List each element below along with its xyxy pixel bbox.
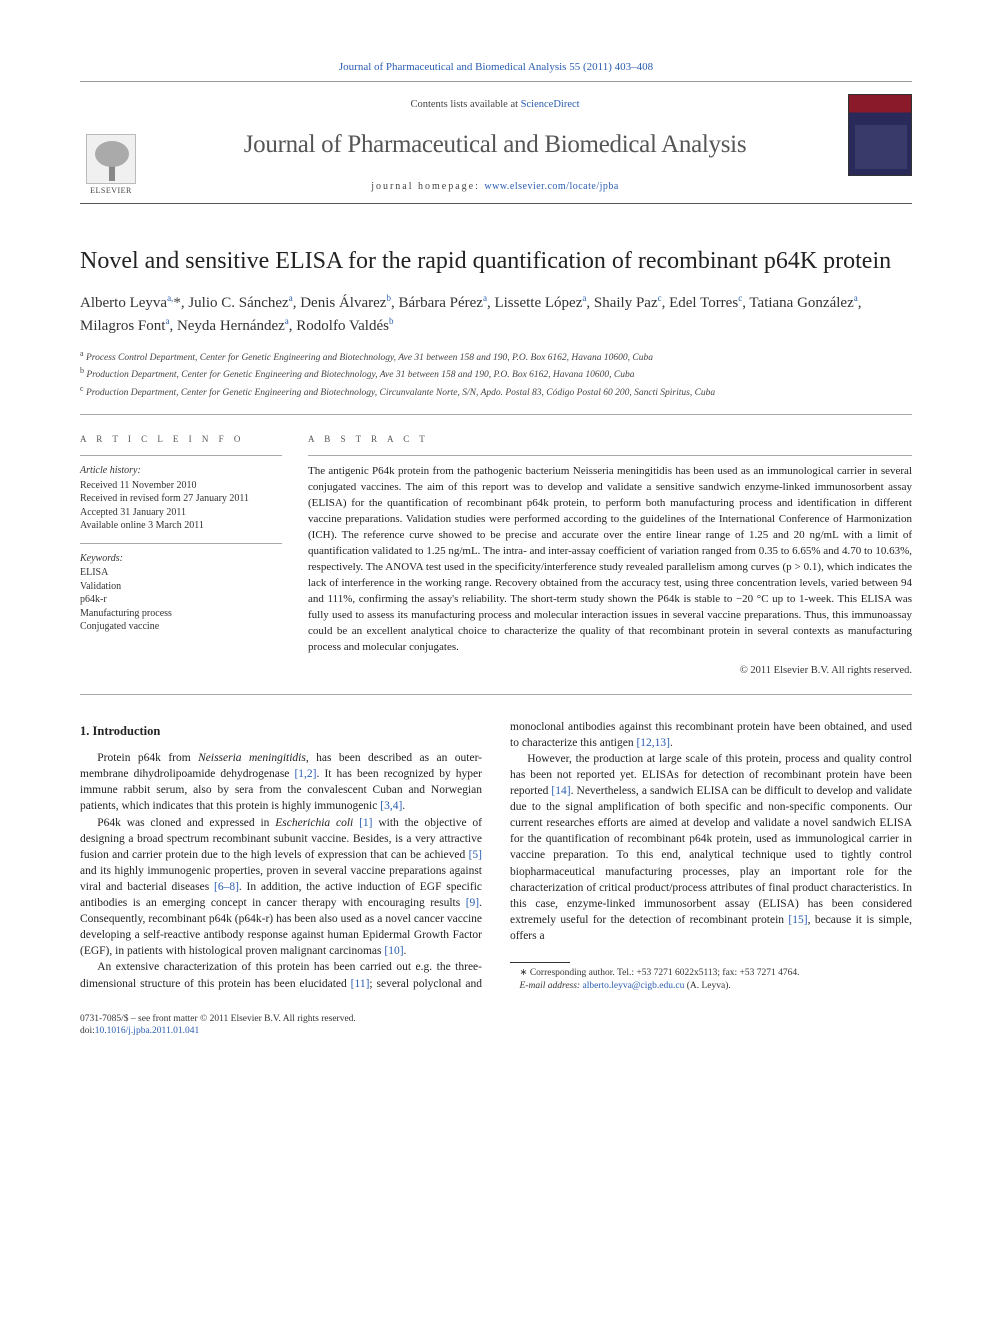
body-columns: 1. Introduction Protein p64k from Neisse… xyxy=(80,719,912,993)
text: . xyxy=(404,945,407,957)
history-revised: Received in revised form 27 January 2011 xyxy=(80,492,282,506)
keyword-item: Validation xyxy=(80,580,282,594)
text: . xyxy=(670,737,673,749)
ref-link[interactable]: [3,4] xyxy=(380,800,402,812)
keyword-item: ELISA xyxy=(80,566,282,580)
sciencedirect-link[interactable]: ScienceDirect xyxy=(521,99,580,110)
article-title: Novel and sensitive ELISA for the rapid … xyxy=(80,246,912,276)
section-heading: 1. Introduction xyxy=(80,723,482,741)
keyword-item: p64k-r xyxy=(80,593,282,607)
abstract-label: a b s t r a c t xyxy=(308,433,912,445)
ref-link[interactable]: [5] xyxy=(469,849,482,861)
homepage-link[interactable]: www.elsevier.com/locate/jpba xyxy=(484,181,618,192)
keyword-item: Conjugated vaccine xyxy=(80,620,282,634)
species-name: Neisseria meningitidis xyxy=(198,752,306,764)
journal-cover-thumb xyxy=(848,94,912,176)
elsevier-tree-icon xyxy=(86,134,136,184)
ref-link[interactable]: [15] xyxy=(788,914,807,926)
body-para: Protein p64k from Neisseria meningitidis… xyxy=(80,750,482,814)
species-name: Escherichia coli xyxy=(275,817,353,829)
body-para: However, the production at large scale o… xyxy=(510,751,912,944)
affil-c-text: Production Department, Center for Geneti… xyxy=(86,388,715,398)
article-info: a r t i c l e i n f o Article history: R… xyxy=(80,433,282,678)
affiliations: a Process Control Department, Center for… xyxy=(80,348,912,415)
affil-a-text: Process Control Department, Center for G… xyxy=(86,353,653,363)
ref-link[interactable]: [10] xyxy=(384,945,403,957)
history-accepted: Accepted 31 January 2011 xyxy=(80,506,282,520)
body-para: P64k was cloned and expressed in Escheri… xyxy=(80,815,482,960)
footnote-rule xyxy=(510,962,570,963)
author-list: Alberto Leyvaa,*, Julio C. Sáncheza, Den… xyxy=(80,292,912,338)
text: . Nevertheless, a sandwich ELISA can be … xyxy=(510,785,912,926)
footnote-line1: Corresponding author. Tel.: +53 7271 602… xyxy=(527,968,799,978)
contents-line: Contents lists available at ScienceDirec… xyxy=(152,98,838,112)
corresponding-footnote: ∗ Corresponding author. Tel.: +53 7271 6… xyxy=(510,967,912,980)
ref-link[interactable]: [1] xyxy=(359,817,372,829)
contents-prefix: Contents lists available at xyxy=(410,99,520,110)
abstract-copyright: © 2011 Elsevier B.V. All rights reserved… xyxy=(308,664,912,678)
masthead-center: Contents lists available at ScienceDirec… xyxy=(152,94,838,203)
ref-link[interactable]: [14] xyxy=(551,785,570,797)
abstract: a b s t r a c t The antigenic P64k prote… xyxy=(308,433,912,678)
publisher-word: ELSEVIER xyxy=(90,186,132,197)
homepage-prefix: journal homepage: xyxy=(371,181,484,192)
affil-a: a Process Control Department, Center for… xyxy=(80,348,912,365)
footnote-email: E-mail address: alberto.leyva@cigb.edu.c… xyxy=(510,980,912,993)
doi-link[interactable]: 10.1016/j.jpba.2011.01.041 xyxy=(95,1026,199,1036)
history-received: Received 11 November 2010 xyxy=(80,479,282,493)
keywords-head: Keywords: xyxy=(80,552,282,566)
top-citation: Journal of Pharmaceutical and Biomedical… xyxy=(80,60,912,82)
history-head: Article history: xyxy=(80,464,282,478)
ref-link[interactable]: [11] xyxy=(351,978,370,990)
email-tail: (A. Leyva). xyxy=(684,981,730,991)
info-grid: a r t i c l e i n f o Article history: R… xyxy=(80,415,912,695)
ref-link[interactable]: [9] xyxy=(466,897,479,909)
email-link[interactable]: alberto.leyva@cigb.edu.cu xyxy=(582,981,684,991)
ref-link[interactable]: [12,13] xyxy=(636,737,670,749)
journal-name: Journal of Pharmaceutical and Biomedical… xyxy=(152,128,838,162)
text: P64k was cloned and expressed in xyxy=(97,817,275,829)
text: . xyxy=(402,800,405,812)
article-info-label: a r t i c l e i n f o xyxy=(80,433,282,445)
doi-line: doi:10.1016/j.jpba.2011.01.041 xyxy=(80,1025,912,1038)
doi-label: doi: xyxy=(80,1026,95,1036)
history-online: Available online 3 March 2011 xyxy=(80,519,282,533)
ref-link[interactable]: [6–8] xyxy=(214,881,239,893)
keyword-item: Manufacturing process xyxy=(80,607,282,621)
publisher-logo: ELSEVIER xyxy=(80,94,142,203)
affil-c: c Production Department, Center for Gene… xyxy=(80,383,912,400)
masthead: ELSEVIER Contents lists available at Sci… xyxy=(80,86,912,204)
abstract-text: The antigenic P64k protein from the path… xyxy=(308,464,912,655)
affil-b-text: Production Department, Center for Geneti… xyxy=(86,370,634,380)
issn-line: 0731-7085/$ – see front matter © 2011 El… xyxy=(80,1013,912,1026)
ref-link[interactable]: [1,2] xyxy=(294,768,316,780)
affil-b: b Production Department, Center for Gene… xyxy=(80,365,912,382)
email-label: E-mail address: xyxy=(520,981,583,991)
homepage-line: journal homepage: www.elsevier.com/locat… xyxy=(152,180,838,194)
text: Protein p64k from xyxy=(97,752,198,764)
footer-meta: 0731-7085/$ – see front matter © 2011 El… xyxy=(80,1013,912,1039)
